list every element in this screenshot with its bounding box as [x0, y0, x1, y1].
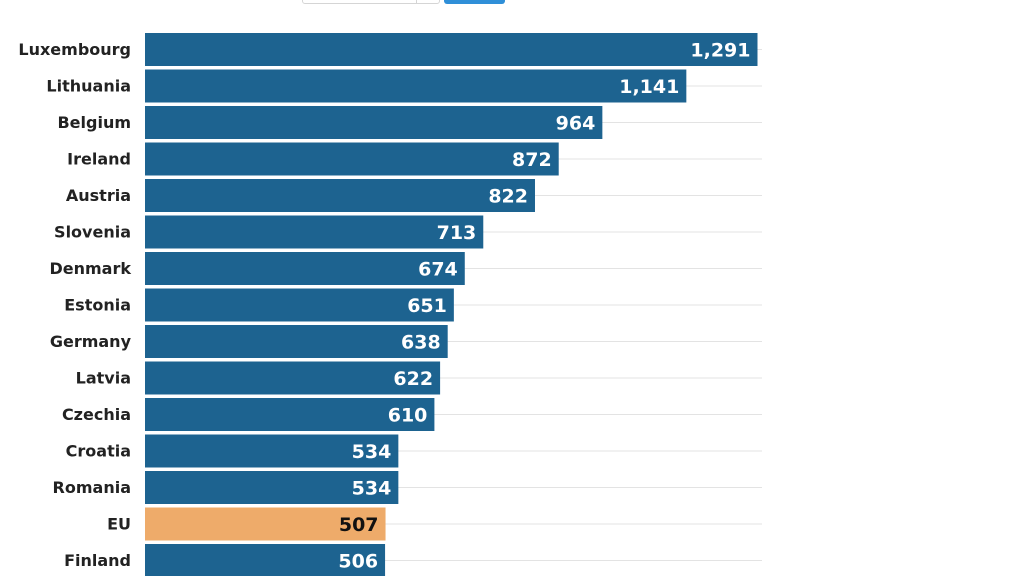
category-label: Ireland — [67, 150, 131, 169]
category-label: Luxembourg — [18, 40, 131, 59]
bar-estonia — [145, 288, 454, 322]
bar-luxembourg — [145, 33, 758, 66]
value-label: 534 — [352, 478, 392, 500]
bar-croatia — [145, 434, 399, 468]
value-label: 674 — [418, 259, 458, 281]
category-label: Austria — [66, 186, 131, 205]
category-label: Denmark — [49, 259, 131, 278]
category-label: Lithuania — [46, 77, 131, 96]
category-label: Romania — [53, 478, 131, 497]
category-label: Czechia — [62, 405, 131, 424]
bar-romania — [145, 471, 399, 504]
bar-ireland — [145, 142, 559, 176]
filter-dropdown[interactable] — [302, 0, 440, 4]
category-labels: Luxembourg Lithuania Belgium Ireland Austria… — [18, 40, 131, 570]
bars — [145, 33, 758, 576]
bar-finland — [145, 544, 386, 576]
value-label: 651 — [407, 295, 447, 317]
category-label: Latvia — [76, 369, 131, 388]
bar-denmark — [145, 252, 465, 285]
dropdown-divider — [416, 0, 417, 3]
value-label: 1,291 — [690, 40, 750, 62]
bar-slovenia — [145, 215, 484, 249]
value-label: 713 — [437, 222, 477, 244]
value-label: 964 — [556, 113, 596, 135]
value-label: 822 — [488, 186, 528, 208]
bar-belgium — [145, 106, 603, 139]
category-label: EU — [107, 515, 131, 534]
value-label: 872 — [512, 149, 552, 171]
value-label: 1,141 — [619, 76, 679, 98]
category-label: Croatia — [66, 442, 131, 461]
value-label: 507 — [339, 514, 379, 536]
value-label: 622 — [393, 368, 433, 390]
value-label: 534 — [352, 441, 392, 463]
category-label: Belgium — [57, 113, 131, 132]
bar-czechia — [145, 398, 435, 431]
bar-germany — [145, 325, 448, 358]
category-label: Germany — [50, 332, 132, 351]
bar-lithuania — [145, 69, 687, 103]
value-label: 638 — [401, 332, 441, 354]
bar-austria — [145, 179, 535, 212]
value-label: 506 — [338, 551, 378, 573]
apply-button[interactable] — [444, 0, 505, 4]
value-label: 610 — [388, 405, 428, 427]
bar-eu — [145, 507, 386, 541]
bar-latvia — [145, 361, 441, 395]
category-label: Estonia — [64, 296, 131, 315]
category-label: Slovenia — [54, 223, 131, 242]
category-label: Finland — [64, 551, 131, 570]
